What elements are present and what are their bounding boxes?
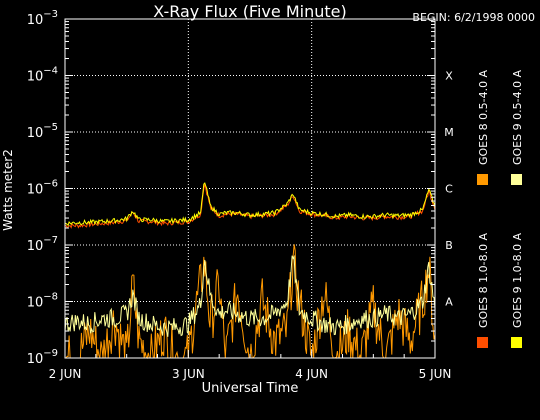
legend-swatch (511, 174, 522, 185)
legend-label: GOES 8 1.0-8.0 A (477, 232, 490, 328)
legend-swatch (511, 337, 522, 348)
legend-label: GOES 9 0.5-4.0 A (511, 69, 524, 165)
chart-title: X-Ray Flux (Five Minute) (153, 2, 346, 21)
legend-label: GOES 8 0.5-4.0 A (477, 69, 490, 165)
legend-swatch (477, 337, 488, 348)
y-tick-labels: 10−3 10−4 10−5 10−6 10−7 10−8 10−9 (27, 9, 58, 367)
x-tick-labels: 2 JUN 3 JUN 4 JUN 5 JUN (49, 367, 452, 381)
y-tick-label: 10−4 (27, 66, 58, 85)
axes (64, 18, 436, 359)
begin-label: BEGIN: 6/2/1998 0000 (412, 11, 535, 24)
legend-swatch (477, 174, 488, 185)
y-tick-label: 10−9 (27, 348, 58, 367)
flare-class-label: C (445, 183, 453, 196)
legend-label: GOES 9 1.0-8.0 A (511, 232, 524, 328)
y-tick-label: 10−8 (27, 292, 58, 311)
y-tick-label: 10−6 (27, 179, 58, 198)
series-line-3 (64, 182, 436, 227)
y-axis-label: Watts meter2 (1, 149, 15, 231)
flare-class-label: X (445, 70, 453, 83)
grid (65, 19, 435, 358)
x-tick-label: 5 JUN (419, 367, 452, 381)
x-axis-label: Universal Time (202, 381, 299, 396)
flare-class-label: A (445, 296, 453, 309)
x-tick-label: 3 JUN (172, 367, 205, 381)
flare-class-label: M (444, 126, 454, 139)
series-line-4 (64, 254, 436, 337)
flare-class-label: B (445, 239, 453, 252)
x-tick-label: 2 JUN (49, 367, 82, 381)
y-tick-label: 10−5 (27, 122, 58, 141)
legend: GOES 8 1.0-8.0 A GOES 8 0.5-4.0 A GOES 9 1… (477, 69, 524, 348)
x-tick-label: 4 JUN (295, 367, 328, 381)
flare-class-labels: X M C B A (444, 70, 454, 309)
y-tick-label: 10−7 (27, 235, 58, 254)
y-tick-label: 10−3 (27, 9, 58, 28)
